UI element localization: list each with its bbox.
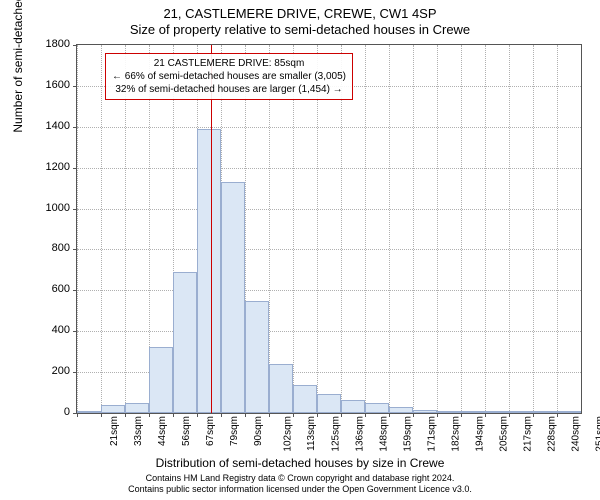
x-tick-label: 21sqm — [109, 416, 120, 446]
gridline-v — [413, 45, 414, 413]
y-tick-label: 1000 — [46, 202, 70, 214]
gridline-v — [533, 45, 534, 413]
gridline-v — [461, 45, 462, 413]
gridline-v — [437, 45, 438, 413]
gridline-h — [77, 168, 581, 169]
chart-footer: Contains HM Land Registry data © Crown c… — [0, 473, 600, 496]
y-tick-label: 400 — [52, 324, 70, 336]
histogram-bar — [485, 411, 509, 413]
histogram-bar — [509, 411, 533, 413]
x-tick-label: 251sqm — [595, 416, 600, 452]
histogram-bar — [221, 182, 245, 413]
gridline-v — [389, 45, 390, 413]
gridline-v — [365, 45, 366, 413]
x-tick-label: 240sqm — [571, 416, 582, 452]
gridline-v — [557, 45, 558, 413]
gridline-h — [77, 290, 581, 291]
y-tick-label: 200 — [52, 365, 70, 377]
gridline-v — [341, 45, 342, 413]
y-tick-label: 1400 — [46, 120, 70, 132]
chart-title-line2: Size of property relative to semi-detach… — [0, 22, 600, 37]
annotation-box: 21 CASTLEMERE DRIVE: 85sqm← 66% of semi-… — [105, 53, 353, 100]
histogram-bar — [437, 411, 461, 413]
x-tick-label: 79sqm — [229, 416, 240, 446]
x-tick-label: 56sqm — [181, 416, 192, 446]
histogram-bar — [293, 385, 317, 413]
histogram-bar — [197, 129, 221, 413]
chart-title-line1: 21, CASTLEMERE DRIVE, CREWE, CW1 4SP — [0, 6, 600, 21]
x-tick-label: 136sqm — [355, 416, 366, 452]
y-tick-label: 1600 — [46, 79, 70, 91]
gridline-h — [77, 249, 581, 250]
histogram-bar — [125, 403, 149, 413]
gridline-h — [77, 331, 581, 332]
x-tick-label: 148sqm — [379, 416, 390, 452]
histogram-bar — [173, 272, 197, 413]
gridline-v — [485, 45, 486, 413]
x-tick-label: 194sqm — [475, 416, 486, 452]
x-tick-label: 205sqm — [499, 416, 510, 452]
x-tick-label: 217sqm — [523, 416, 534, 452]
annotation-line1: 21 CASTLEMERE DRIVE: 85sqm — [112, 57, 346, 70]
x-tick-label: 33sqm — [133, 416, 144, 446]
histogram-bar — [533, 411, 557, 413]
footer-line2: Contains public sector information licen… — [128, 484, 472, 494]
histogram-bar — [341, 400, 365, 413]
reference-line — [211, 45, 212, 413]
x-tick-label: 125sqm — [331, 416, 342, 452]
x-tick-label: 102sqm — [283, 416, 294, 452]
x-tick-label: 171sqm — [427, 416, 438, 452]
x-tick-label: 44sqm — [157, 416, 168, 446]
histogram-bar — [245, 301, 269, 413]
gridline-v — [125, 45, 126, 413]
footer-line1: Contains HM Land Registry data © Crown c… — [146, 473, 455, 483]
histogram-bar — [413, 410, 437, 413]
histogram-bar — [461, 411, 485, 413]
y-tick-label: 0 — [64, 406, 70, 418]
gridline-v — [269, 45, 270, 413]
gridline-h — [77, 127, 581, 128]
x-tick-label: 182sqm — [451, 416, 462, 452]
gridline-v — [509, 45, 510, 413]
histogram-bar — [365, 403, 389, 413]
y-tick-label: 1800 — [46, 38, 70, 50]
annotation-line2: ← 66% of semi-detached houses are smalle… — [112, 70, 346, 83]
histogram-bar — [77, 411, 101, 413]
y-tick-label: 600 — [52, 283, 70, 295]
annotation-line3: 32% of semi-detached houses are larger (… — [112, 83, 346, 96]
histogram-bar — [557, 411, 581, 413]
gridline-v — [77, 45, 78, 413]
gridline-v — [317, 45, 318, 413]
histogram-bar — [389, 407, 413, 413]
x-axis-label: Distribution of semi-detached houses by … — [0, 456, 600, 470]
histogram-bar — [149, 347, 173, 413]
histogram-bar — [101, 405, 125, 413]
x-tick-label: 113sqm — [306, 416, 317, 451]
x-tick-label: 228sqm — [547, 416, 558, 452]
gridline-v — [101, 45, 102, 413]
histogram-bar — [317, 394, 341, 413]
y-axis-label: Number of semi-detached properties — [11, 0, 25, 133]
chart-plot-area: 21 CASTLEMERE DRIVE: 85sqm← 66% of semi-… — [76, 44, 582, 414]
x-tick-label: 67sqm — [205, 416, 216, 446]
y-tick-label: 1200 — [46, 161, 70, 173]
histogram-bar — [269, 364, 293, 413]
gridline-v — [293, 45, 294, 413]
y-tick-label: 800 — [52, 242, 70, 254]
x-tick-label: 90sqm — [253, 416, 264, 446]
x-tick-label: 159sqm — [403, 416, 414, 452]
gridline-h — [77, 209, 581, 210]
